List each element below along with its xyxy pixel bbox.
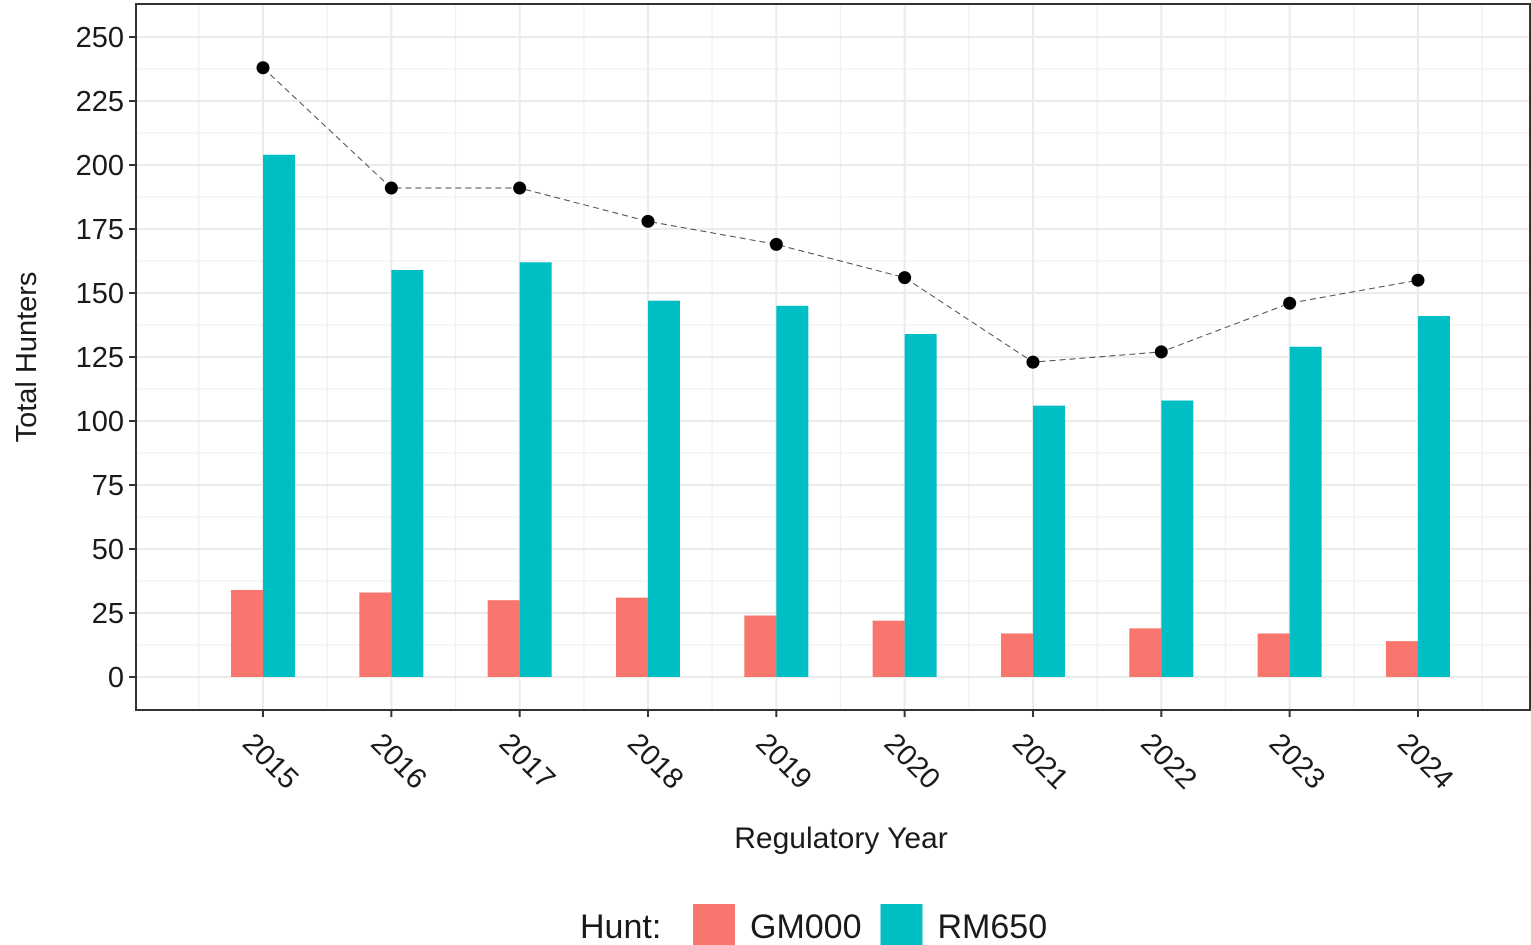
total-line [262, 67, 1419, 363]
total-point [1154, 345, 1168, 359]
x-tick-label: 2020 [878, 727, 946, 795]
total-point [384, 181, 398, 195]
bar [391, 269, 424, 677]
bar [647, 300, 680, 677]
bar [263, 154, 295, 677]
y-tick-label: 150 [76, 278, 124, 310]
bar [1161, 400, 1194, 677]
y-tick-label: 0 [108, 662, 124, 694]
total-point [513, 181, 527, 195]
legend-label: GM000 [750, 908, 862, 945]
total-point [1283, 296, 1297, 310]
y-tick-label: 125 [76, 342, 124, 374]
total-point [256, 61, 270, 75]
bar [1032, 405, 1065, 677]
x-tick-label: 2015 [236, 727, 304, 795]
bar [231, 589, 263, 677]
x-tick-label: 2019 [749, 727, 817, 795]
bar [904, 333, 937, 677]
bar [744, 615, 777, 677]
legend-swatch [693, 904, 735, 945]
bar [487, 600, 520, 677]
y-tick-label: 100 [76, 406, 124, 438]
bar [1000, 633, 1033, 677]
y-tick-label: 50 [92, 534, 124, 566]
total-point [1026, 355, 1040, 369]
x-tick-label: 2024 [1391, 727, 1459, 795]
x-tick-label: 2023 [1263, 727, 1331, 795]
bar [615, 597, 648, 677]
bar [1417, 316, 1450, 677]
bar [1129, 628, 1162, 677]
y-tick-label: 200 [76, 150, 124, 182]
x-tick-label: 2016 [364, 727, 432, 795]
bar [359, 592, 392, 677]
bar [1257, 633, 1290, 677]
y-tick-label: 175 [76, 214, 124, 246]
y-tick-label: 225 [76, 86, 124, 118]
total-point [898, 271, 912, 285]
x-axis-title: Regulatory Year [734, 822, 948, 855]
y-tick-label: 75 [92, 470, 124, 502]
x-tick-label: 2018 [621, 727, 689, 795]
legend-label: RM650 [938, 908, 1048, 945]
x-tick-label: 2017 [493, 727, 561, 795]
bar [776, 305, 809, 677]
x-tick-label: 2022 [1134, 727, 1202, 795]
x-tick-label: 2021 [1006, 727, 1074, 795]
bar [1289, 346, 1322, 677]
legend-title: Hunt: [580, 908, 661, 945]
total-point [1411, 273, 1425, 287]
total-point [769, 237, 783, 251]
panel-border [135, 3, 1531, 711]
y-tick-label: 250 [76, 22, 124, 54]
y-axis-title: Total Hunters [11, 272, 43, 443]
total-point [641, 214, 655, 228]
bar [872, 620, 905, 677]
legend-swatch [880, 904, 923, 945]
y-tick-label: 25 [92, 598, 124, 630]
bar [1385, 641, 1418, 677]
bar [519, 262, 552, 677]
